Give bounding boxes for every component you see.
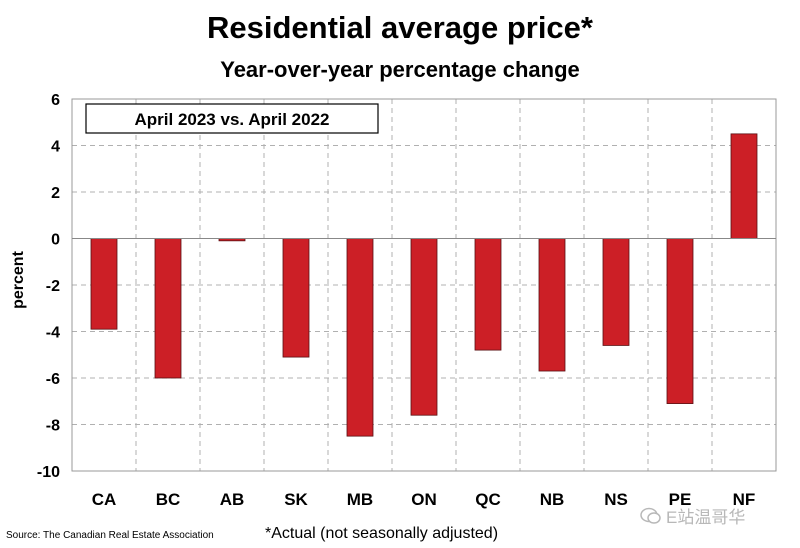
bar-sk	[282, 238, 310, 358]
x-tick-label: ON	[411, 490, 437, 509]
bar-nf	[730, 133, 758, 239]
bar-ca	[90, 238, 118, 330]
watermark-text: E站温哥华	[666, 508, 746, 527]
plot-frame	[71, 98, 777, 472]
bar-pe	[666, 238, 694, 404]
y-tick-label: -6	[46, 371, 60, 388]
x-tick-label: MB	[347, 490, 373, 509]
y-tick-label: -10	[37, 464, 60, 481]
y-tick-label: 2	[51, 185, 60, 202]
y-axis-label: percent	[10, 250, 27, 308]
x-tick-label: AB	[220, 490, 245, 509]
source-note: Source: The Canadian Real Estate Associa…	[6, 530, 214, 541]
y-tick-label: 6	[51, 92, 60, 109]
bar-bc	[154, 238, 182, 379]
y-tick-label: -4	[46, 325, 60, 342]
bar-ns	[602, 238, 630, 346]
wechat-icon	[640, 507, 661, 524]
y-tick-label: -2	[46, 278, 60, 295]
chart-subtitle: Year-over-year percentage change	[220, 57, 580, 82]
y-tick-label: 0	[51, 232, 60, 249]
x-tick-label: NS	[604, 490, 628, 509]
legend-label: April 2023 vs. April 2022	[135, 110, 330, 129]
bar-qc	[474, 238, 502, 351]
y-tick-label: -8	[46, 418, 60, 435]
x-tick-label: QC	[475, 490, 501, 509]
x-tick-label: BC	[156, 490, 181, 509]
bar-mb	[346, 238, 374, 437]
x-tick-label: NB	[540, 490, 565, 509]
x-tick-label: PE	[669, 490, 692, 509]
footnote: *Actual (not seasonally adjusted)	[265, 525, 499, 542]
chart-title: Residential average price*	[207, 10, 593, 45]
x-tick-label: CA	[92, 490, 117, 509]
bar-on	[410, 238, 438, 416]
y-tick-label: 4	[51, 139, 60, 156]
watermark: E站温哥华	[640, 503, 745, 528]
x-tick-label: NF	[733, 490, 756, 509]
x-tick-label: SK	[284, 490, 308, 509]
bar-nb	[538, 238, 566, 372]
legend-box	[85, 103, 379, 134]
